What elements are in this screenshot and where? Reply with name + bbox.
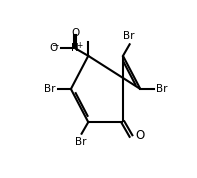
Text: O: O (49, 43, 57, 53)
Text: +: + (76, 41, 82, 50)
Text: Br: Br (156, 84, 167, 94)
Text: N: N (71, 43, 79, 53)
Text: −: − (51, 40, 58, 49)
Text: Br: Br (75, 137, 86, 147)
Text: Br: Br (123, 31, 135, 41)
Text: Br: Br (44, 84, 55, 94)
Text: O: O (135, 129, 144, 142)
Text: O: O (71, 28, 79, 38)
